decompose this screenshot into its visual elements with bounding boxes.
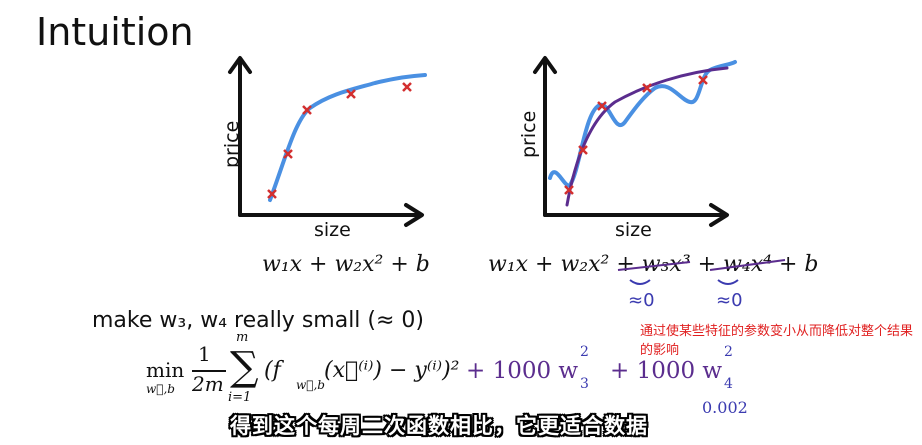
penalty-w4-sub: 4: [724, 376, 733, 392]
right-formula-annotations: ≈0 ≈0: [617, 259, 786, 311]
translator-note: 通过使某些特征的参数变小从而降低对整个结果的影响: [640, 324, 914, 358]
left-data-points: [267, 82, 412, 199]
slide-title: Intuition: [36, 10, 194, 54]
cost-body: (f: [264, 358, 281, 383]
penalty-w4-sup: 2: [724, 344, 733, 360]
left-fit-curve: [268, 73, 427, 202]
penalty-w3-sub: 3: [580, 376, 589, 392]
cost-body-rest: (x⃗⁽ⁱ⁾) − y⁽ⁱ⁾)²: [324, 358, 460, 383]
cost-frac-den: 2m: [192, 372, 224, 396]
penalty-w4-value: 0.002: [702, 398, 748, 417]
cost-min: min: [146, 358, 185, 382]
left-y-label: price: [221, 121, 243, 168]
penalty-w4: + 1000 w: [610, 358, 723, 384]
left-chart: price size: [221, 56, 427, 241]
right-chart: price size: [518, 56, 737, 241]
cost-min-sub: w⃗,b: [146, 382, 175, 396]
cost-frac-num: 1: [198, 342, 211, 366]
approx-zero-w3: ≈0: [628, 290, 655, 311]
penalty-w3-sup: 2: [580, 344, 589, 360]
right-data-points: [564, 75, 708, 195]
cost-sum-sign: ∑: [230, 344, 259, 390]
right-x-label: size: [615, 219, 652, 241]
right-fit-curve: [565, 66, 729, 207]
cost-frac-bar: [192, 370, 226, 372]
left-x-label: size: [314, 219, 351, 241]
cost-function: min w⃗,b 1 2m m ∑ i=1 (f w⃗,b (x⃗⁽ⁱ⁾) − …: [146, 330, 766, 417]
cost-body-sub: w⃗,b: [296, 378, 325, 392]
penalty-w3: + 1000 w: [466, 358, 579, 384]
left-formula: w₁x + w₂x² + b: [262, 252, 430, 277]
make-small-text: make w₃, w₄ really small (≈ 0): [92, 308, 424, 333]
cost-sum-bottom: i=1: [228, 390, 252, 405]
cost-sum-top: m: [236, 330, 249, 345]
right-formula: w₁x + w₂x² + w₃x³ + w₄x⁴ + b: [488, 252, 819, 277]
approx-zero-w4: ≈0: [716, 290, 743, 311]
video-subtitle: 得到这个每周二次函数相比，它更适合数据: [230, 414, 648, 438]
right-overfit-curve: [548, 60, 737, 188]
right-y-label: price: [518, 111, 540, 158]
